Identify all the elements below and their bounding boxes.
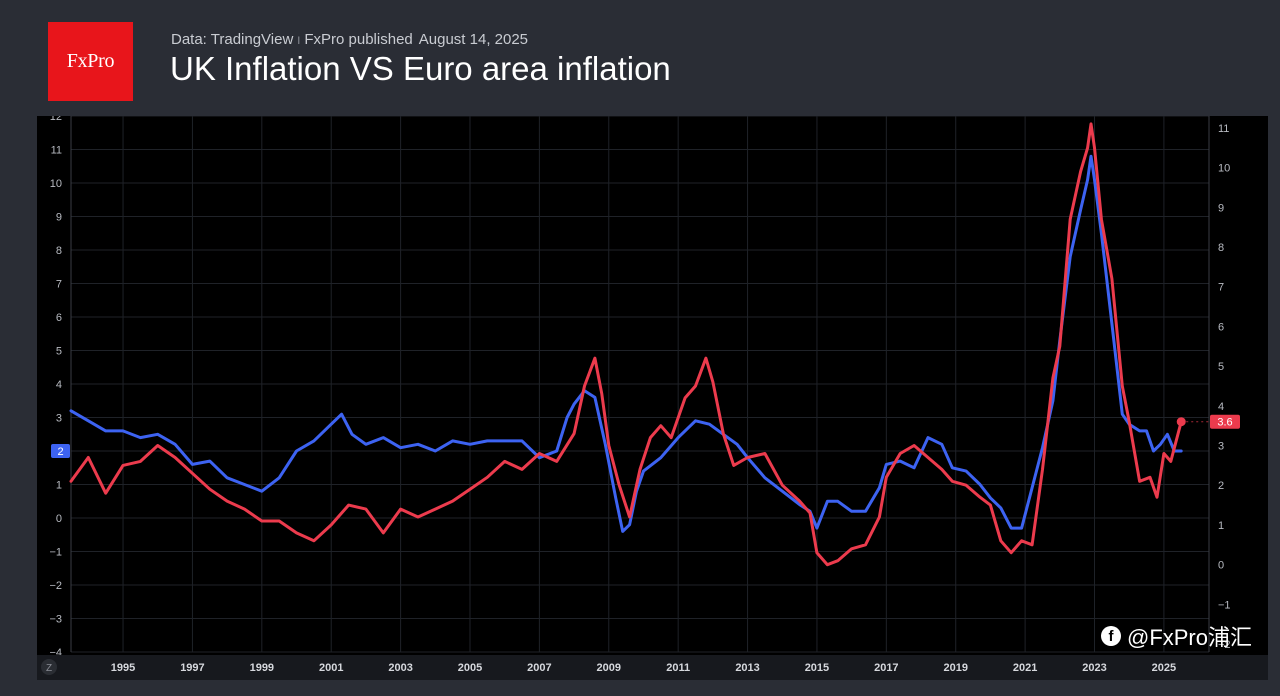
publish-date: August 14, 2025 [418,31,529,48]
right-y-tick-label: 5 [1218,361,1224,373]
x-tick-label: 2019 [943,662,967,674]
x-tick-label: 2017 [874,662,898,674]
left-y-tick-label: 3 [56,413,62,425]
x-tick-label: 2009 [597,662,621,674]
right-y-tick-label: 2 [1218,480,1224,492]
left-y-tick-label: 11 [51,145,62,157]
corner-label: Z [46,663,52,674]
right-y-tick-label: −2 [1218,639,1231,651]
left-y-tick-label: −3 [49,614,62,626]
watermark: f @FxPro浦汇 [1100,620,1252,652]
x-tick-label: 1995 [111,662,135,674]
left-y-tick-label: −2 [49,580,62,592]
data-source: Data: TradingView [171,31,294,48]
line-chart[interactable]: 1211109876543210−1−2−3−411109876543210−1… [37,116,1268,680]
right-value-label: 3.6 [1217,417,1232,429]
left-y-tick-label: 7 [56,279,62,291]
left-y-tick-label: 0 [56,513,62,525]
left-y-tick-label: 12 [50,116,62,123]
right-y-tick-label: 11 [1218,123,1229,135]
x-tick-label: 2021 [1013,662,1037,674]
x-tick-label: 1997 [180,662,204,674]
watermark-text: @FxPro浦汇 [1126,625,1252,650]
source-line: Data: TradingView I FxPro published August … [171,31,528,48]
publisher: FxPro published [304,31,413,48]
left-y-tick-label: −1 [49,547,62,559]
right-y-tick-label: 4 [1218,401,1224,413]
right-y-tick-label: 8 [1218,242,1224,254]
left-y-tick-label: 9 [56,212,62,224]
separator: I [297,35,301,47]
right-y-tick-label: 9 [1218,202,1224,214]
left-y-tick-label: 1 [56,480,62,492]
x-tick-label: 2003 [388,662,412,674]
left-y-tick-label: 4 [56,379,62,391]
left-y-tick-label: 6 [56,312,62,324]
chart-area[interactable]: 1211109876543210−1−2−3−411109876543210−1… [37,116,1268,680]
x-tick-label: 1999 [250,662,274,674]
x-tick-label: 2001 [319,662,343,674]
right-y-tick-label: 0 [1218,560,1224,572]
fxpro-logo: FxPro [48,22,133,101]
left-y-tick-label: 8 [56,245,62,257]
left-value-badge [51,444,70,458]
series-line-1 [69,154,1183,533]
facebook-icon: f [1100,626,1121,646]
series-line-2 [69,122,1183,567]
chart-title: UK Inflation VS Euro area inflation [170,50,671,87]
x-tick-label: 2025 [1152,662,1176,674]
right-y-tick-label: 3 [1218,441,1224,453]
x-tick-label: 2005 [458,662,482,674]
zoom-icon [41,659,57,675]
left-value-label: 2 [57,446,63,458]
left-y-tick-label: 5 [56,346,62,358]
right-value-badge [1210,414,1240,429]
time-axis-band [37,655,1268,680]
x-tick-label: 2023 [1082,662,1106,674]
x-tick-label: 2013 [735,662,759,674]
right-y-tick-label: 1 [1218,520,1224,532]
header-bar: FxPro Data: TradingView I FxPro published A… [0,0,1280,116]
right-y-tick-label: 10 [1218,163,1230,175]
x-tick-label: 2015 [805,662,829,674]
right-y-tick-label: 7 [1218,282,1224,294]
x-tick-label: 2011 [666,662,690,674]
left-y-tick-label: 10 [50,178,62,190]
x-tick-label: 2007 [527,662,551,674]
right-y-tick-label: 6 [1218,321,1224,333]
right-y-tick-label: −1 [1218,599,1231,611]
